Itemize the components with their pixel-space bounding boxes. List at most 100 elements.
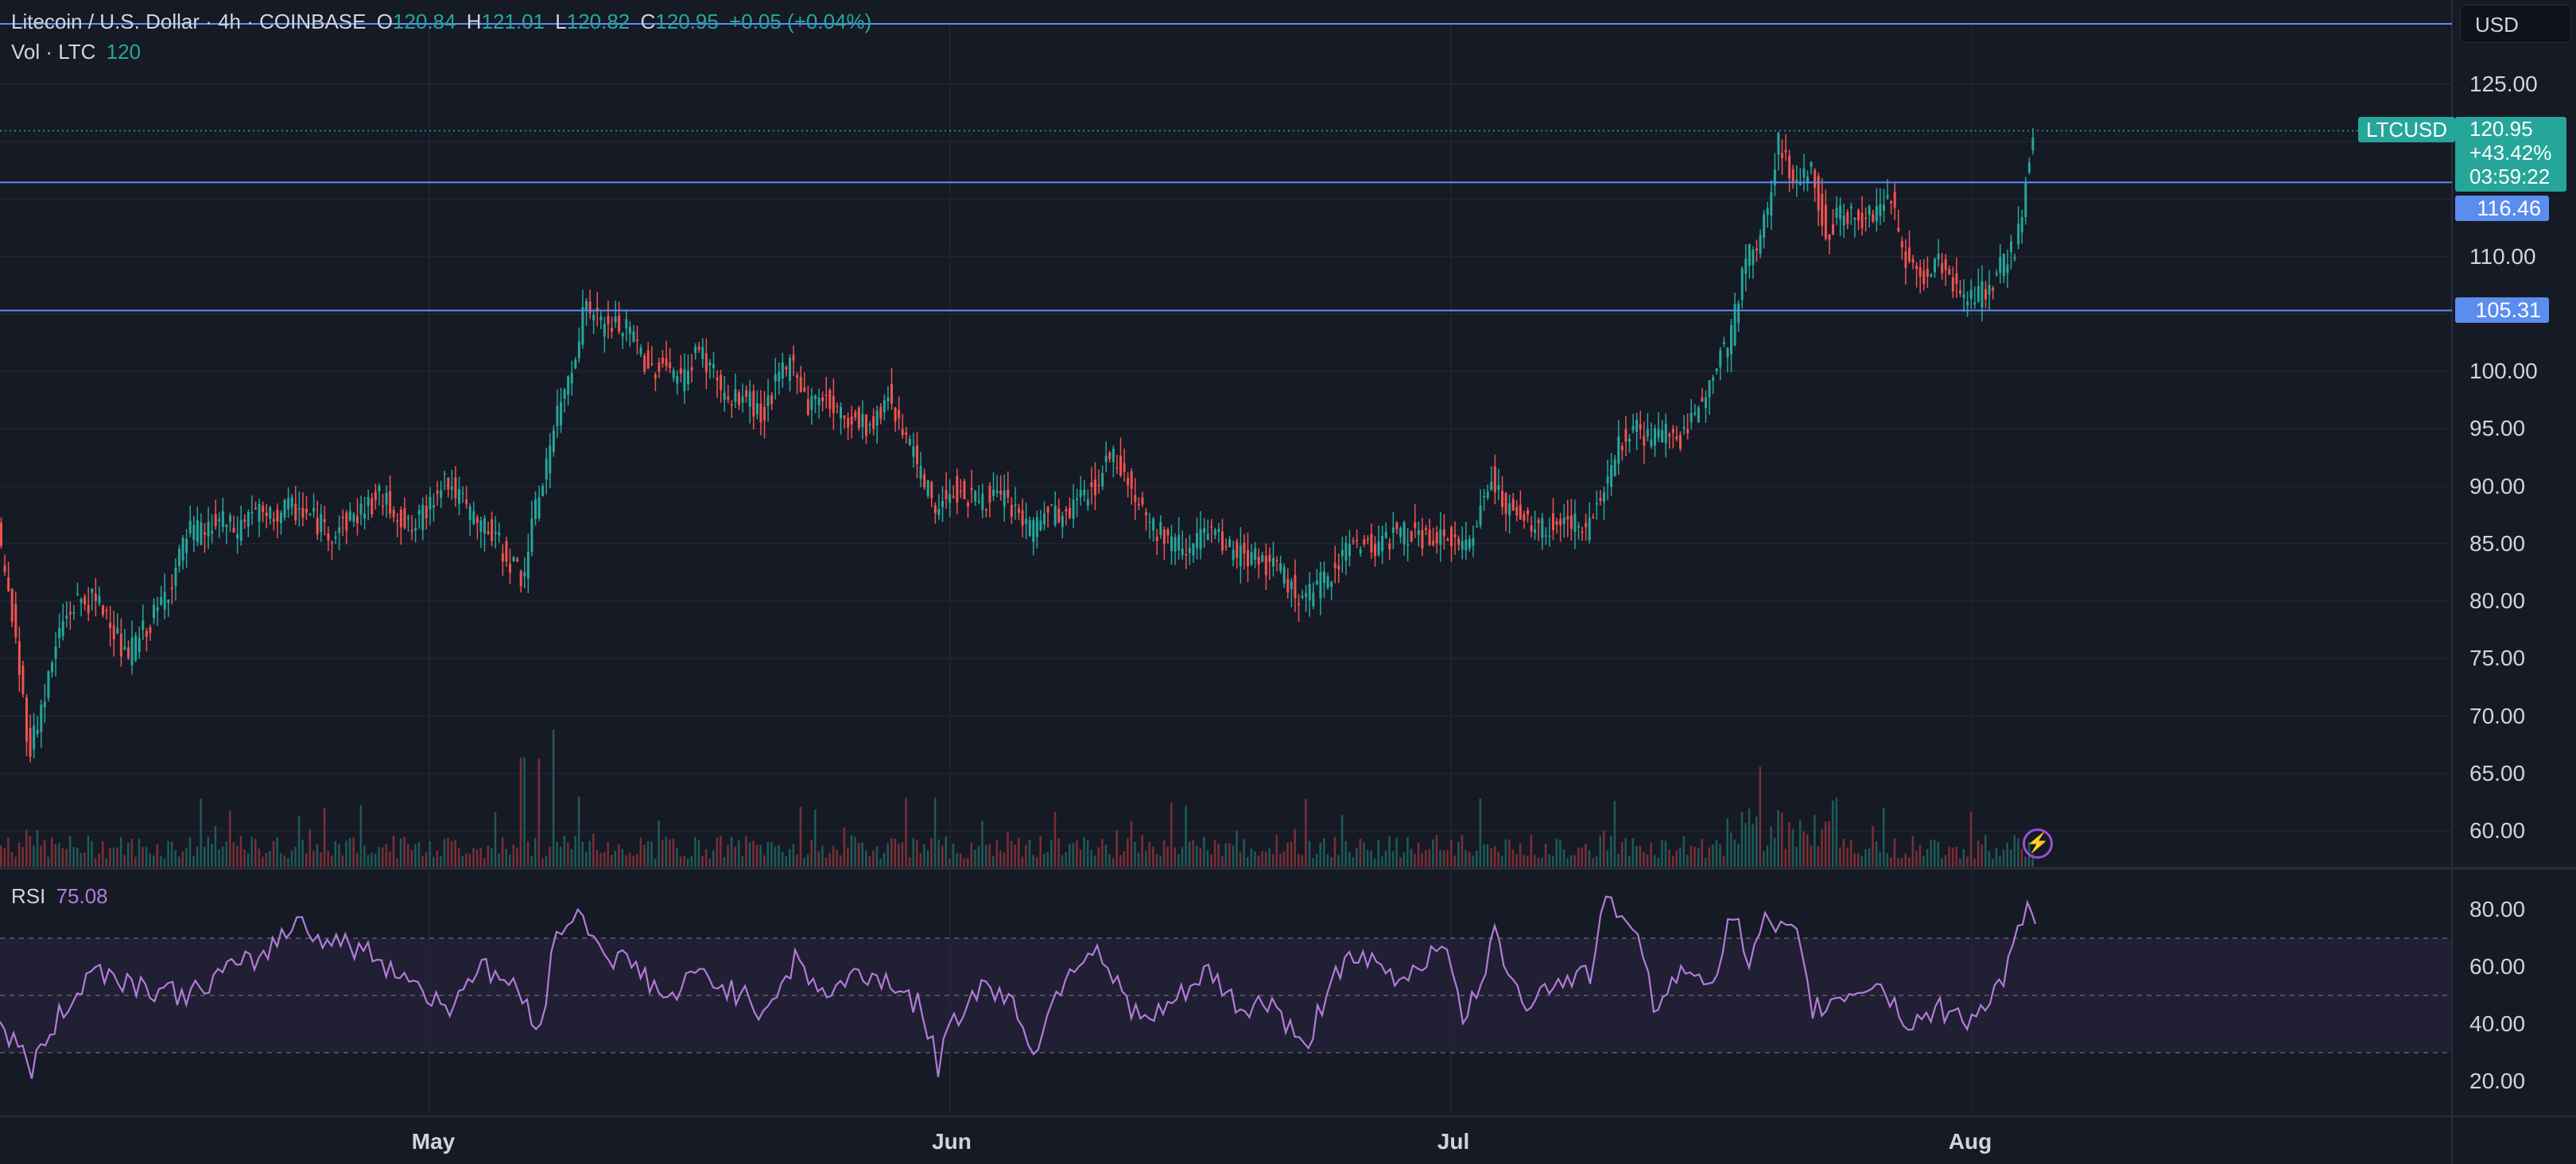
volume-bar (479, 848, 482, 867)
volume-bar (847, 847, 849, 867)
volume-bar (160, 856, 162, 867)
volume-bar (1090, 850, 1092, 867)
candle-body (810, 395, 813, 410)
candle-body (687, 371, 689, 385)
volume-bar (683, 855, 685, 867)
symbol-legend: Litecoin / U.S. Dollar · 4h · COINBASE O… (11, 10, 876, 34)
volume-bar (1661, 840, 1663, 867)
symbol-title[interactable]: Litecoin / U.S. Dollar · 4h · COINBASE (11, 10, 367, 33)
volume-bar (475, 849, 479, 867)
candle-body (872, 416, 875, 429)
volume-bar (1446, 850, 1449, 867)
volume-bar (1617, 854, 1620, 867)
candle-body (1083, 489, 1086, 496)
candle-body (567, 376, 570, 395)
candle-body (1650, 440, 1653, 447)
candle-body (792, 355, 795, 361)
volume-bar (738, 840, 740, 867)
volume-bar (886, 843, 889, 867)
currency-button[interactable]: USD (2460, 5, 2571, 43)
candle-body (1152, 518, 1155, 531)
candle-body (1610, 464, 1613, 487)
candle-body (701, 347, 704, 359)
candle-body (399, 509, 402, 528)
volume-bar (552, 729, 555, 867)
candle-body (676, 375, 679, 384)
candle-body (1072, 499, 1075, 519)
volume-bar (61, 848, 64, 867)
volume-bar (1679, 847, 1682, 867)
candle-body (708, 362, 712, 366)
lightning-icon[interactable]: ⚡ (2023, 828, 2053, 859)
candle-body (134, 635, 138, 661)
line-2-price-tag[interactable]: 105.31 (2455, 297, 2549, 323)
volume-bar (105, 858, 108, 867)
candle-body (1868, 206, 1871, 215)
volume-bar (447, 837, 449, 867)
candle-body (861, 413, 864, 428)
volume-bar (1414, 854, 1416, 867)
candle-body (374, 491, 377, 501)
volume-bar (1766, 845, 1769, 867)
volume-bar (585, 852, 588, 867)
volume-bar (1980, 844, 1983, 867)
volume-bar (287, 858, 289, 867)
candle-body (1900, 241, 1903, 248)
volume-bar (708, 858, 711, 867)
candle-body (1425, 528, 1427, 530)
volume-bar (1955, 846, 1957, 867)
volume-bar (1247, 857, 1249, 867)
volume-bar (1104, 844, 1108, 867)
candle-body (2006, 264, 2009, 274)
volume-bar (1573, 855, 1576, 867)
volume-bar (916, 840, 918, 867)
candle-body (665, 358, 668, 367)
candle-body (607, 316, 610, 325)
volume-bar (1421, 852, 1423, 867)
candle-body (389, 491, 392, 514)
volume-bar (170, 841, 173, 867)
candle-body (981, 493, 984, 510)
volume-bar (730, 836, 733, 867)
volume-bar (824, 857, 828, 867)
volume-bar (1566, 858, 1569, 867)
candle-body (999, 490, 1003, 495)
volume-bar (875, 846, 879, 867)
candle-body (1439, 529, 1442, 545)
volume-bar (1159, 856, 1162, 867)
volume-bar (1083, 836, 1085, 867)
volume-bar (1857, 853, 1860, 867)
volume-bar (1915, 851, 1918, 867)
time-axis-label: Aug (1948, 1129, 1992, 1154)
candle-body (1217, 529, 1220, 533)
candle-body (1039, 520, 1042, 530)
volume-bar (534, 837, 537, 867)
volume-bar (1326, 854, 1329, 867)
candle-body (1028, 520, 1031, 536)
candle-body (14, 603, 17, 638)
rsi-label[interactable]: RSI (11, 884, 46, 908)
volume-bar (1555, 838, 1558, 867)
candle-body (1086, 499, 1089, 506)
candle-body (239, 519, 242, 541)
line-1-price-tag[interactable]: 116.46 (2455, 196, 2549, 221)
candle-body (1476, 526, 1478, 528)
volume-bar (963, 858, 965, 867)
candle-body (650, 363, 654, 365)
candle-body (1646, 429, 1649, 437)
candle-body (276, 509, 279, 522)
candle-body (338, 527, 341, 534)
rsi-line (0, 895, 2037, 1079)
candle-body (461, 492, 464, 495)
volume-bar (1693, 847, 1696, 867)
candle-body (1224, 545, 1228, 548)
volume-bar (1130, 821, 1133, 867)
candle-body (123, 646, 126, 650)
candle-body (716, 378, 719, 381)
volume-label[interactable]: Vol · LTC (11, 40, 96, 64)
volume-bar (701, 856, 704, 867)
volume-bar (1948, 847, 1950, 867)
candle-body (956, 476, 959, 502)
volume-bar (1483, 844, 1485, 867)
